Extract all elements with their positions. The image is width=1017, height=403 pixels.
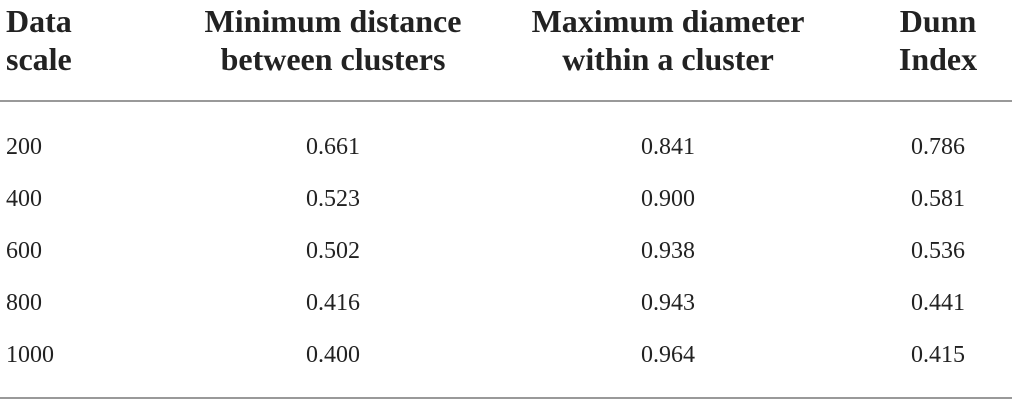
table-cell: 800 xyxy=(6,290,42,316)
header-cell: within a cluster xyxy=(562,41,774,77)
table-cell: 0.841 xyxy=(641,134,695,160)
header-cell: Maximum diameter xyxy=(531,3,805,39)
table-cell: 0.502 xyxy=(306,238,360,264)
header-cell: Dunn xyxy=(899,3,977,39)
table-cell: 0.415 xyxy=(911,342,965,368)
header-cell: Minimum distance xyxy=(204,3,462,39)
table-cell: 0.964 xyxy=(641,342,695,368)
header-cell: between clusters xyxy=(220,41,446,77)
table-cell: 0.441 xyxy=(911,290,965,316)
table-cell: 400 xyxy=(6,186,42,212)
header-cell: Data xyxy=(6,3,72,39)
table-cell: 0.416 xyxy=(306,290,360,316)
table-cell: 0.523 xyxy=(306,186,360,212)
table-cell: 0.400 xyxy=(306,342,360,368)
table-cell: 0.900 xyxy=(641,186,695,212)
table-cell: 0.581 xyxy=(911,186,965,212)
table-cell: 0.943 xyxy=(641,290,695,316)
header-cell: scale xyxy=(6,41,72,77)
bottom-rule xyxy=(0,397,1012,399)
table-cell: 600 xyxy=(6,238,42,264)
table-cell: 0.786 xyxy=(911,134,965,160)
table-cell: 0.536 xyxy=(911,238,965,264)
header-rule xyxy=(0,100,1012,102)
table-cell: 0.661 xyxy=(306,134,360,160)
table-cell: 1000 xyxy=(6,342,54,368)
table-cell: 200 xyxy=(6,134,42,160)
table-cell: 0.938 xyxy=(641,238,695,264)
header-cell: Index xyxy=(898,41,978,77)
